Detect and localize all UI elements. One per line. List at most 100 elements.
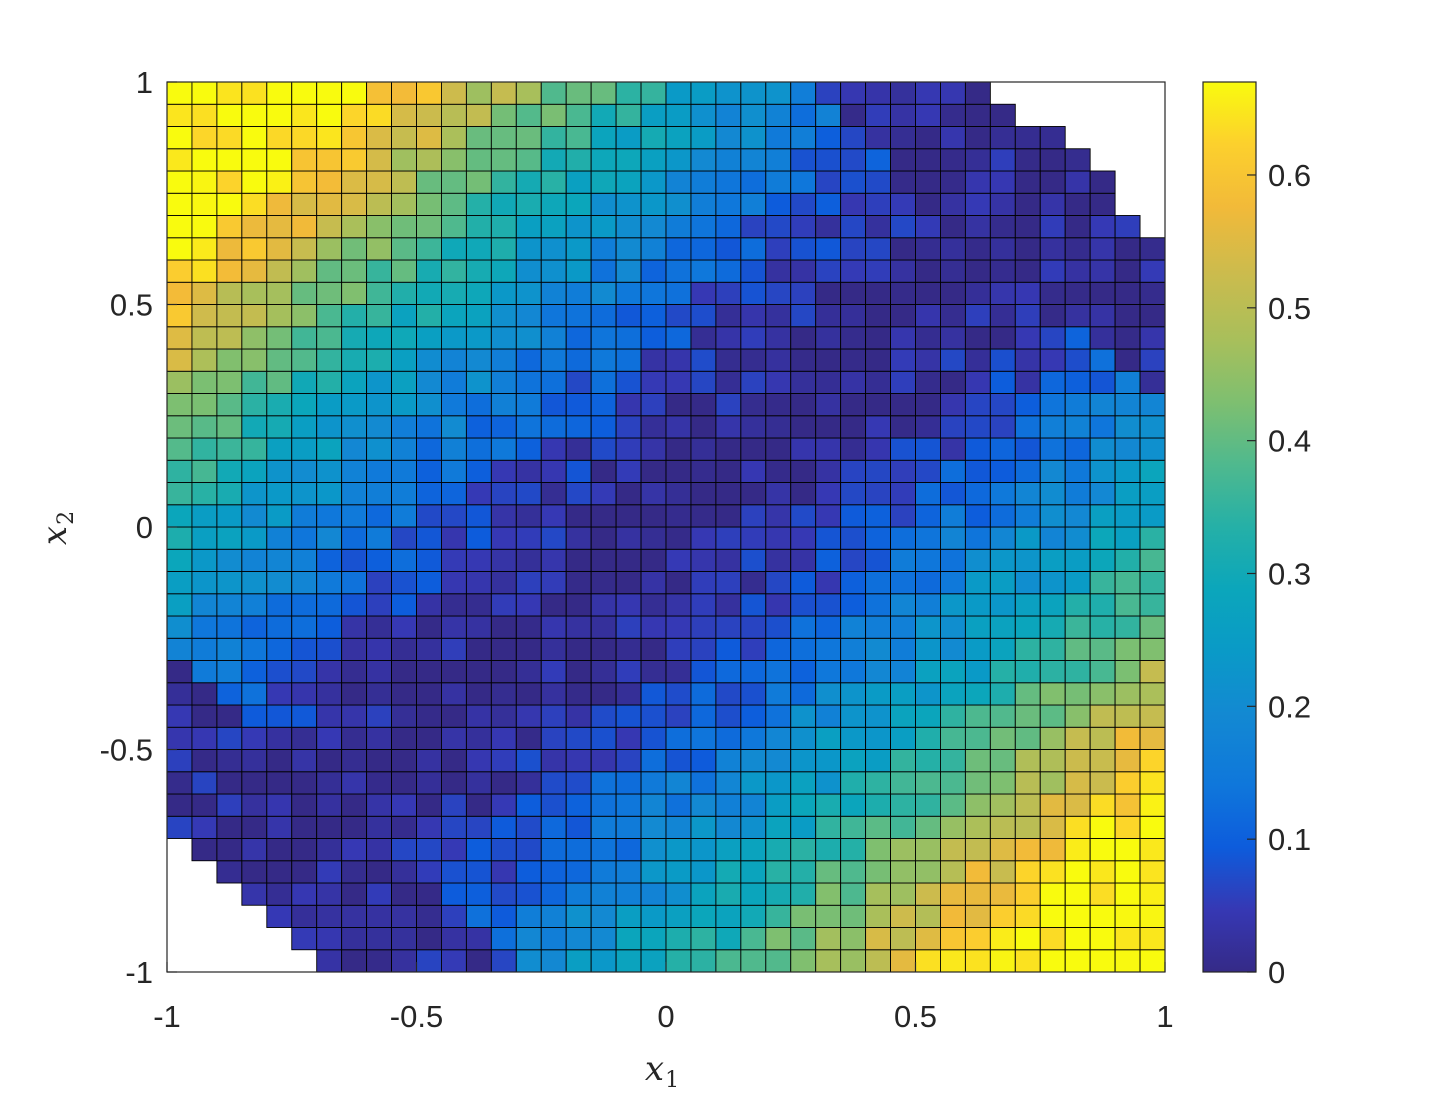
heatmap-cell: [191, 660, 218, 684]
heatmap-cell: [540, 482, 567, 506]
heatmap-cell: [715, 704, 742, 728]
heatmap-cell: [191, 437, 218, 461]
heatmap-cell: [216, 281, 243, 305]
heatmap-cell: [391, 660, 417, 684]
heatmap-cell: [441, 815, 467, 839]
heatmap-cell: [341, 393, 368, 417]
heatmap-cell: [266, 660, 293, 684]
heatmap-cell: [715, 637, 742, 661]
heatmap-cells: [166, 81, 1166, 973]
heatmap-cell: [1114, 304, 1141, 328]
heatmap-cell: [166, 281, 193, 305]
heatmap-cell: [216, 415, 243, 439]
heatmap-cell: [1039, 815, 1066, 839]
heatmap-cell: [291, 393, 318, 417]
heatmap-cell: [1139, 704, 1166, 728]
heatmap-cell: [1089, 904, 1116, 928]
heatmap-cell: [615, 393, 642, 417]
heatmap-cell: [216, 459, 243, 483]
heatmap-cell: [740, 126, 767, 150]
heatmap-cell: [690, 393, 717, 417]
heatmap-cell: [441, 548, 467, 572]
heatmap-cell: [490, 259, 517, 283]
heatmap-cell: [715, 504, 742, 528]
heatmap-cell: [865, 237, 891, 261]
heatmap-cell: [840, 259, 867, 283]
heatmap-cell: [715, 237, 742, 261]
heatmap-cell: [191, 615, 218, 639]
heatmap-cell: [615, 949, 642, 973]
heatmap-cell: [565, 927, 592, 951]
heatmap-cell: [940, 749, 966, 773]
heatmap-cell: [665, 348, 692, 372]
heatmap-cell: [540, 793, 567, 817]
heatmap-cell: [291, 904, 318, 928]
heatmap-cell: [765, 370, 792, 394]
heatmap-cell: [1014, 815, 1041, 839]
heatmap-cell: [266, 482, 293, 506]
heatmap-cell: [291, 704, 318, 728]
heatmap-cell: [291, 504, 318, 528]
heatmap-cell: [840, 415, 867, 439]
heatmap-cell: [515, 437, 542, 461]
heatmap-cell: [1039, 370, 1066, 394]
heatmap-cell: [341, 949, 368, 973]
heatmap-cell: [640, 348, 667, 372]
heatmap-cell: [1139, 682, 1166, 706]
heatmap-cell: [291, 103, 318, 127]
heatmap-cell: [765, 771, 792, 795]
heatmap-cell: [715, 793, 742, 817]
heatmap-cell: [465, 660, 492, 684]
heatmap-cell: [540, 815, 567, 839]
heatmap-cell: [1114, 215, 1141, 239]
heatmap-cell: [341, 860, 368, 884]
heatmap-cell: [441, 637, 467, 661]
heatmap-cell: [266, 304, 293, 328]
heatmap-cell: [815, 215, 842, 239]
heatmap-cell: [890, 326, 916, 350]
heatmap-cell: [166, 548, 193, 572]
heatmap-cell: [915, 504, 941, 528]
heatmap-cell: [366, 326, 393, 350]
heatmap-cell: [441, 726, 467, 750]
heatmap-cell: [815, 726, 842, 750]
heatmap-cell: [166, 749, 193, 773]
heatmap-cell: [890, 571, 916, 595]
heatmap-cell: [964, 81, 991, 105]
heatmap-cell: [515, 682, 542, 706]
heatmap-cell: [840, 148, 867, 172]
heatmap-cell: [890, 281, 916, 305]
heatmap-cell: [765, 548, 792, 572]
heatmap-cell: [1139, 927, 1166, 951]
heatmap-cell: [366, 615, 393, 639]
heatmap-cell: [366, 793, 393, 817]
heatmap-cell: [1089, 704, 1116, 728]
heatmap-cell: [441, 615, 467, 639]
heatmap-cell: [715, 326, 742, 350]
heatmap-cell: [690, 259, 717, 283]
heatmap-cell: [366, 904, 393, 928]
heatmap-cell: [890, 526, 916, 550]
heatmap-cell: [1089, 415, 1116, 439]
heatmap-cell: [790, 771, 817, 795]
heatmap-cell: [915, 437, 941, 461]
heatmap-cell: [1089, 348, 1116, 372]
heatmap-cell: [166, 660, 193, 684]
heatmap-cell: [615, 860, 642, 884]
heatmap-cell: [1064, 526, 1091, 550]
heatmap-cell: [166, 415, 193, 439]
heatmap-cell: [191, 281, 218, 305]
heatmap-cell: [915, 548, 941, 572]
heatmap-cell: [266, 393, 293, 417]
heatmap-cell: [690, 126, 717, 150]
heatmap-cell: [964, 726, 991, 750]
heatmap-cell: [615, 882, 642, 906]
colorbar-tick-label: 0.3: [1268, 556, 1311, 591]
heatmap-cell: [216, 615, 243, 639]
heatmap-cell: [291, 348, 318, 372]
heatmap-cell: [765, 81, 792, 105]
heatmap-cell: [565, 393, 592, 417]
heatmap-cell: [690, 482, 717, 506]
heatmap-cell: [540, 548, 567, 572]
heatmap-cell: [989, 726, 1016, 750]
